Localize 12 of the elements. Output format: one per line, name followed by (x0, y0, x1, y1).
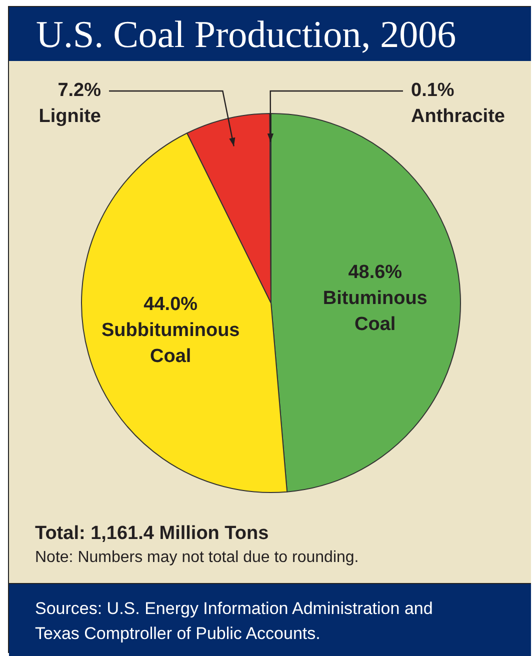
slice-label: Bituminous Coal (322, 288, 428, 335)
text: Total: 1,161.4 Million Tons (35, 523, 270, 545)
slice-label: Anthracite (411, 106, 505, 128)
slice-label: Subbituminous Coal (101, 320, 240, 368)
data-label: 7.2% (58, 80, 102, 102)
data-label: 44.0% (144, 294, 198, 316)
data-label: 0.1% (411, 80, 454, 102)
chart-title: U.S. Coal Production, 2006 (9, 7, 531, 61)
text: Note: Numbers may not total due to rounding. (35, 549, 359, 567)
slice-label: Lignite (38, 106, 101, 128)
source-note: Sources: U.S. Energy Information Administration and Texas Comptroller of Public Accounts. (9, 584, 531, 656)
data-label: 48.6% (348, 262, 402, 283)
